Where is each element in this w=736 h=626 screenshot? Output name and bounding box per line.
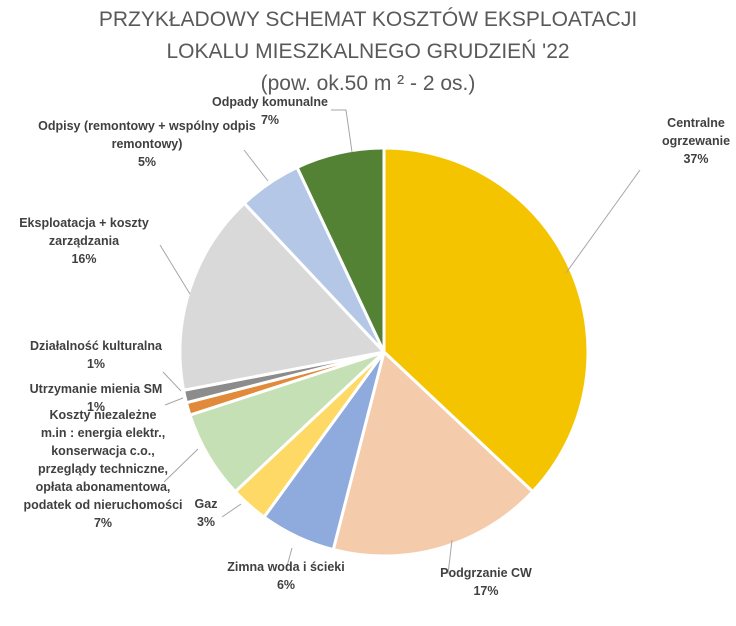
pie-slice	[178, 201, 387, 392]
leader-line	[221, 503, 242, 518]
slice-label: Koszty niezależne m.in : energia elektr.,…	[23, 408, 182, 530]
slice-label: Gaz 3%	[195, 497, 218, 529]
leader-line	[331, 109, 353, 153]
chart-title-line-3: (pow. ok.50 m ² - 2 os.)	[260, 72, 476, 95]
pie-slice	[295, 146, 386, 353]
pie-slice	[382, 146, 590, 494]
leader-line	[565, 169, 641, 274]
leader-line	[159, 244, 191, 295]
chart-title-line-2: LOKALU MIESZKALNEGO GRUDZIEŃ '22	[166, 40, 570, 63]
leader-line	[243, 149, 269, 182]
slice-label: Utrzymanie mienia SM 1%	[30, 382, 163, 414]
leader-line	[447, 539, 453, 575]
chart-title-line-1: PRZYKŁADOWY SCHEMAT KOSZTÓW EKSPLOATACJI	[98, 8, 638, 31]
pie-slice	[331, 349, 535, 558]
slice-label: Działalność kulturalna 1%	[30, 339, 163, 371]
leader-line	[285, 547, 293, 571]
slice-label: Centralne ogrzewanie 37%	[662, 116, 730, 166]
slice-label: Eksploatacja + koszty zarządzania 16%	[19, 216, 149, 266]
slice-label: Zimna woda i ścieki 6%	[227, 560, 344, 592]
leader-line	[164, 397, 184, 406]
slice-label: Odpisy (remontowy + wspólny odpis remonto…	[38, 119, 256, 169]
slice-label: Odpady komunalne 7%	[212, 95, 328, 127]
leader-line	[162, 371, 182, 392]
leader-line	[163, 448, 199, 483]
slice-label: Podgrzanie CW 17%	[440, 566, 532, 598]
